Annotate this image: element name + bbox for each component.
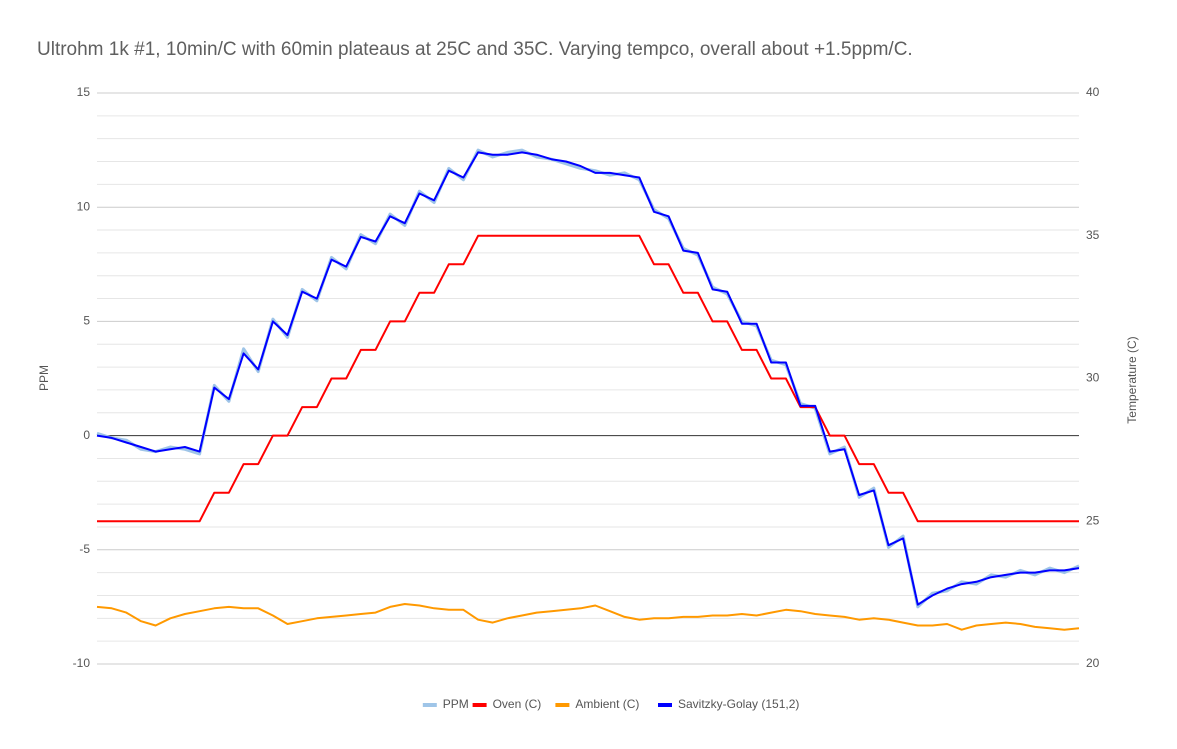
legend-label: PPM [443,697,469,711]
series-line [97,234,1079,523]
chart-title: Ultrohm 1k #1, 10min/C with 60min platea… [37,39,913,60]
y2-tick-label: 30 [1086,371,1100,385]
y-tick-label: 0 [83,428,90,442]
legend-swatch [658,703,672,707]
legend-swatch [472,703,487,707]
y-tick-label: 15 [77,85,91,99]
y-tick-label: 5 [83,314,90,328]
y2-axis-title: Temperature (C) [1125,336,1139,423]
series-line [96,151,1080,606]
y-tick-label: -10 [73,656,91,670]
y-tick-label: -5 [79,542,90,556]
legend-label: Oven (C) [493,697,542,711]
y2-tick-label: 25 [1086,513,1100,527]
legend-label: Savitzky-Golay (151,2) [678,697,799,711]
y2-tick-label: 40 [1086,85,1100,99]
series-line [96,603,1080,631]
y-axis-title: PPM [37,365,51,391]
legend-label: Ambient (C) [575,697,639,711]
series-line [96,148,1080,609]
y-tick-label: 10 [77,199,91,213]
y2-tick-label: 20 [1086,656,1100,670]
legend-swatch [422,703,437,707]
legend-swatch [555,703,570,707]
y2-tick-label: 35 [1086,228,1100,242]
